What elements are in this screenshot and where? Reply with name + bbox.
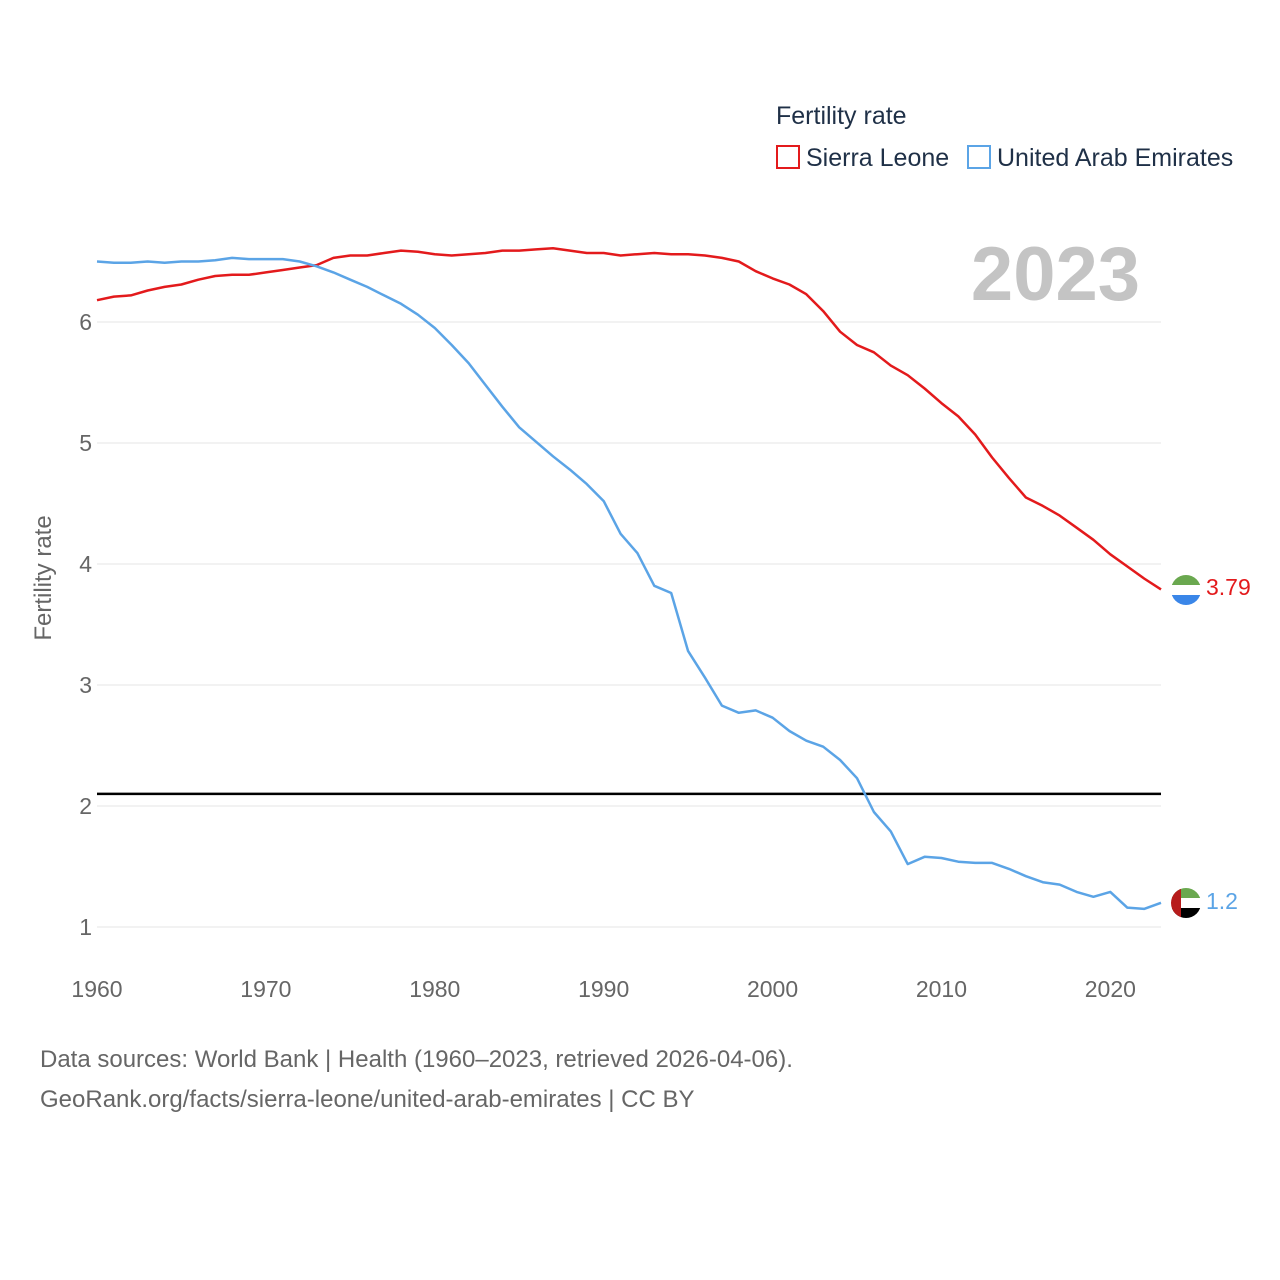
x-tick-label-2010: 2010 [916,976,967,1002]
legend-swatch-sierra-leone [776,145,800,169]
license-line: GeoRank.org/facts/sierra-leone/united-ar… [40,1086,695,1113]
series-line-sierra-leone [96,246,1162,591]
y-axis: 1 2 3 4 5 6 [79,309,92,940]
sierra-leone-flag-icon [1171,575,1201,605]
end-label-uae: 1.2 [1206,888,1238,914]
series-lines [96,246,1162,911]
year-label: 2023 [971,232,1140,317]
y-axis-title: Fertility rate [30,515,57,640]
legend-title: Fertility rate [776,102,907,130]
y-tick-label-6: 6 [79,309,92,335]
x-axis: 1960 1970 1980 1990 2000 2010 2020 [71,976,1136,1002]
y-tick-label-2: 2 [79,793,92,819]
x-tick-label-2000: 2000 [747,976,798,1002]
grid [97,321,1161,928]
x-tick-label-1970: 1970 [240,976,291,1002]
x-tick-label-1960: 1960 [71,976,122,1002]
x-tick-label-1980: 1980 [409,976,460,1002]
y-tick-label-4: 4 [79,551,92,577]
legend-label-uae: United Arab Emirates [997,144,1233,172]
fertility-line-chart: Fertility rate Sierra Leone United Arab … [30,102,1251,1002]
x-tick-label-2020: 2020 [1085,976,1136,1002]
x-tick-label-1990: 1990 [578,976,629,1002]
y-tick-label-5: 5 [79,430,92,456]
source-line: Data sources: World Bank | Health (1960–… [40,1046,793,1073]
y-tick-label-3: 3 [79,672,92,698]
y-tick-label-1: 1 [79,914,92,940]
legend-swatch-uae [967,145,991,169]
series-line-uae [96,256,1162,911]
uae-flag-icon [1171,888,1201,918]
legend: Fertility rate Sierra Leone United Arab … [776,102,1233,172]
end-label-sierra-leone: 3.79 [1206,574,1251,600]
legend-label-sierra-leone: Sierra Leone [806,144,949,172]
